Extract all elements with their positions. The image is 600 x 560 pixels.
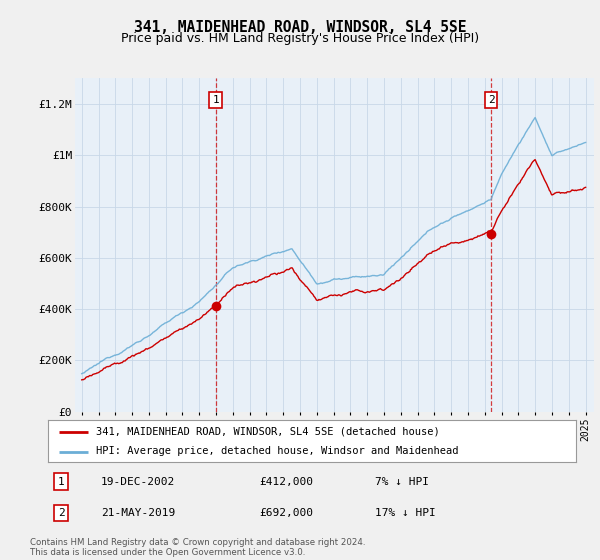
Text: 7% ↓ HPI: 7% ↓ HPI xyxy=(376,477,430,487)
Text: 1: 1 xyxy=(212,95,219,105)
Text: 2: 2 xyxy=(488,95,494,105)
Text: £692,000: £692,000 xyxy=(259,508,313,518)
Text: 2: 2 xyxy=(58,508,65,518)
Text: 1: 1 xyxy=(58,477,65,487)
Text: HPI: Average price, detached house, Windsor and Maidenhead: HPI: Average price, detached house, Wind… xyxy=(95,446,458,456)
Text: 21-MAY-2019: 21-MAY-2019 xyxy=(101,508,175,518)
Text: £412,000: £412,000 xyxy=(259,477,313,487)
Text: Contains HM Land Registry data © Crown copyright and database right 2024.
This d: Contains HM Land Registry data © Crown c… xyxy=(30,538,365,557)
Text: 17% ↓ HPI: 17% ↓ HPI xyxy=(376,508,436,518)
Text: 341, MAIDENHEAD ROAD, WINDSOR, SL4 5SE: 341, MAIDENHEAD ROAD, WINDSOR, SL4 5SE xyxy=(134,20,466,35)
Text: 19-DEC-2002: 19-DEC-2002 xyxy=(101,477,175,487)
Text: 341, MAIDENHEAD ROAD, WINDSOR, SL4 5SE (detached house): 341, MAIDENHEAD ROAD, WINDSOR, SL4 5SE (… xyxy=(95,427,439,437)
Text: Price paid vs. HM Land Registry's House Price Index (HPI): Price paid vs. HM Land Registry's House … xyxy=(121,32,479,45)
